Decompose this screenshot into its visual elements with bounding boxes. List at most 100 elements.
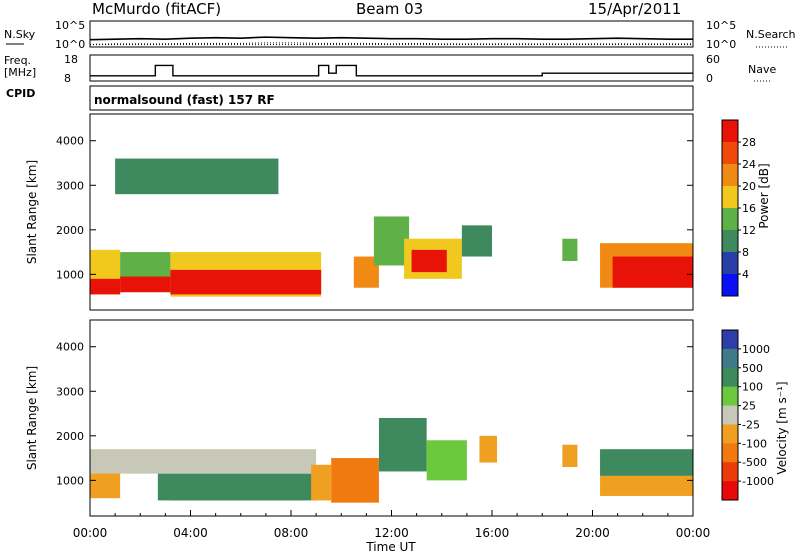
x-tick-label: 00:00 <box>73 526 108 540</box>
x-tick-label: 00:00 <box>676 526 711 540</box>
cpid-value: normalsound (fast) 157 RF <box>94 93 275 107</box>
noise-panel: N.Sky 10^5 10^0 10^5 10^0 N.Search <box>4 19 796 51</box>
station-title: McMurdo (fitACF) <box>92 0 221 18</box>
time-xlabel: Time UT <box>365 540 416 554</box>
data-region <box>411 249 447 273</box>
data-region <box>600 449 693 476</box>
data-region <box>311 464 332 501</box>
freq-frame <box>89 54 694 82</box>
data-region <box>612 256 693 288</box>
velocity-colorbar: 1000 500 100 25 -25 -100 -500 -1000 <box>721 329 774 501</box>
y-tick-label: 4000 <box>56 341 84 354</box>
freq-lines <box>90 44 693 77</box>
y-tick-label: 3000 <box>56 385 84 398</box>
data-region <box>562 238 578 261</box>
power-colorbar-tick-label: 16 <box>742 202 756 215</box>
velocity-colorbar-swatch <box>722 348 738 369</box>
velocity-colorbar-frame <box>721 329 739 501</box>
freq-label-line2: [MHz] <box>4 66 36 79</box>
noise-right-tick-bottom: 10^0 <box>706 38 736 51</box>
velocity-colorbar-tick-label: 500 <box>742 362 763 375</box>
power-colorbar-tick-label: 12 <box>742 224 756 237</box>
y-tick-label: 1000 <box>56 474 84 487</box>
data-region <box>373 216 410 266</box>
velocity-data <box>90 418 693 503</box>
power-colorbar-tick-label: 28 <box>742 136 756 149</box>
velocity-colorbar-tick-label: -25 <box>742 418 760 431</box>
nave-label: Nave <box>748 63 776 76</box>
velocity-panel: 1000 2000 3000 4000 Slant Range [km] 1000 50… <box>25 319 789 554</box>
data-region <box>170 482 307 501</box>
y-tick-label: 2000 <box>56 224 84 237</box>
velocity-ylabel: Slant Range [km] <box>25 366 39 470</box>
power-colorbar-tick-label: 24 <box>742 158 756 171</box>
velocity-colorbar-swatch <box>722 424 738 444</box>
noise-lines <box>89 36 693 45</box>
data-region <box>600 475 693 496</box>
noise-left-label: N.Sky <box>4 28 36 41</box>
data-region <box>461 225 492 257</box>
freq-label-line1: Freq. <box>4 54 31 67</box>
power-frame <box>89 113 694 311</box>
y-tick-label: 4000 <box>56 135 84 148</box>
power-colorbar-label: Power [dB] <box>757 163 771 228</box>
x-tick-label: 16:00 <box>475 526 510 540</box>
noise-frame <box>89 20 694 48</box>
data-region <box>120 276 171 293</box>
date-title: 15/Apr/2011 <box>588 0 681 18</box>
beam-title: Beam 03 <box>356 0 423 18</box>
data-region <box>170 269 322 295</box>
y-tick-label: 1000 <box>56 268 84 281</box>
power-colorbar: 4 8 12 16 20 24 28 <box>721 119 756 297</box>
noise-left-tick-bottom: 10^0 <box>55 38 85 51</box>
velocity-colorbar-tick-label: 1000 <box>742 343 770 356</box>
power-colorbar-swatch <box>722 164 738 186</box>
velocity-colorbar-swatch <box>722 405 738 425</box>
velocity-colorbar-swatch <box>722 443 738 463</box>
data-region <box>426 440 467 481</box>
y-tick-label: 3000 <box>56 179 84 192</box>
freq-left-tick-bottom: 8 <box>64 72 71 85</box>
power-data <box>90 158 693 297</box>
data-region <box>90 449 317 474</box>
data-region <box>331 458 379 503</box>
velocity-colorbar-tick-label: 100 <box>742 381 763 394</box>
power-colorbar-swatch <box>722 186 738 208</box>
freq-left-tick-top: 18 <box>64 53 78 66</box>
velocity-colorbar-swatch <box>722 367 738 387</box>
noise-right-label: N.Search <box>746 28 796 41</box>
power-colorbar-swatch <box>722 208 738 230</box>
velocity-colorbar-tick-label: -1000 <box>742 475 774 488</box>
freq-series-freq <box>90 64 693 77</box>
velocity-colorbar-swatch <box>722 481 738 501</box>
velocity-colorbar-swatch <box>722 330 738 350</box>
data-region <box>562 444 578 467</box>
noise-series-nsky <box>89 36 693 41</box>
x-tick-label: 12:00 <box>374 526 409 540</box>
noise-left-tick-top: 10^5 <box>55 19 85 32</box>
velocity-colorbar-label: Velocity [m s⁻¹] <box>775 381 789 474</box>
velocity-colorbar-swatch <box>722 386 738 406</box>
velocity-y-axis: 1000 2000 3000 4000 <box>56 341 693 487</box>
power-y-axis: 1000 2000 3000 4000 <box>56 135 693 281</box>
data-region <box>115 158 279 195</box>
data-region <box>90 278 121 295</box>
power-panel: 1000 2000 3000 4000 Slant Range [km] 4 8 12 16… <box>25 113 771 311</box>
velocity-colorbar-tick-label: 25 <box>742 400 756 413</box>
data-region <box>378 418 427 472</box>
power-colorbar-tick-label: 20 <box>742 180 756 193</box>
freq-right-tick-top: 60 <box>706 53 720 66</box>
velocity-colorbar-swatch <box>722 462 738 482</box>
x-tick-label: 08:00 <box>274 526 309 540</box>
x-tick-label: 20:00 <box>575 526 610 540</box>
x-tick-label: 04:00 <box>173 526 208 540</box>
power-colorbar-tick-label: 4 <box>742 268 749 281</box>
velocity-colorbar-tick-label: -100 <box>742 437 767 450</box>
power-ylabel: Slant Range [km] <box>25 160 39 264</box>
cpid-frame <box>89 85 694 111</box>
power-colorbar-swatch <box>722 274 738 296</box>
power-colorbar-swatch <box>722 230 738 252</box>
power-colorbar-swatch <box>722 252 738 274</box>
time-x-axis: 00:00 04:00 08:00 12:00 16:00 20:00 00:00 <box>73 510 711 540</box>
data-region <box>479 435 498 463</box>
